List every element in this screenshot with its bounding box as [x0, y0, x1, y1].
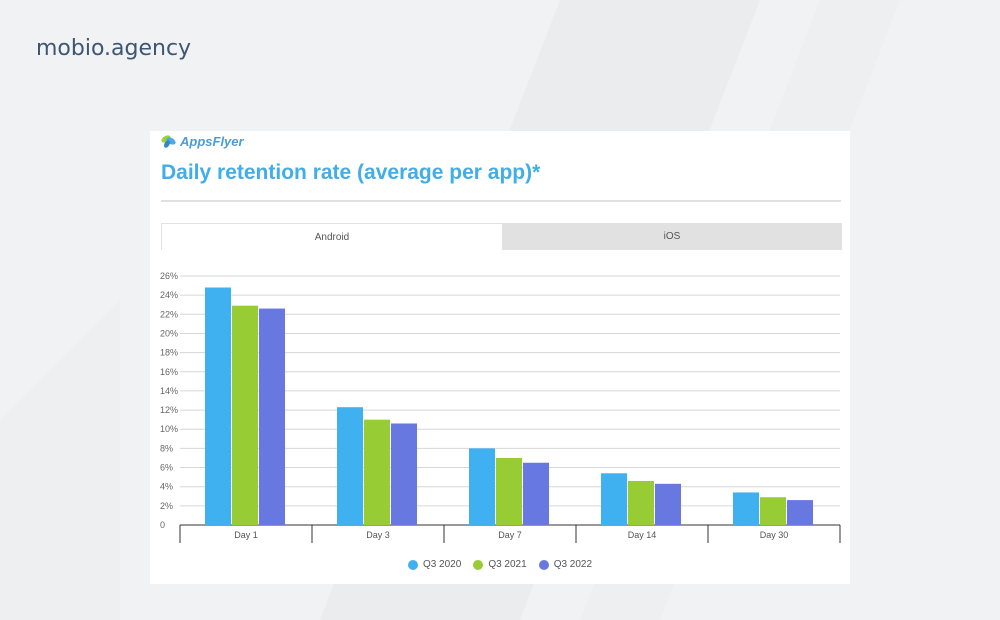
y-tick-label: 24% [160, 290, 178, 300]
brand-name: AppsFlyer [180, 133, 244, 149]
bar [733, 492, 759, 525]
legend-swatch [538, 559, 549, 570]
y-tick-label: 0 [160, 520, 165, 530]
tab-ios[interactable]: iOS [502, 223, 842, 250]
appsflyer-logo: AppsFlyer [160, 133, 244, 149]
y-tick-label: 2% [160, 501, 173, 511]
bar [259, 308, 285, 525]
bar [469, 448, 495, 525]
tab-android[interactable]: Android [161, 223, 502, 250]
legend-swatch [473, 559, 484, 570]
y-tick-label: 12% [160, 405, 178, 415]
x-tick-label: Day 1 [234, 530, 258, 540]
bar [523, 462, 549, 525]
chart-card: AppsFlyer Daily retention rate (average … [150, 131, 850, 584]
y-tick-label: 18% [160, 348, 178, 358]
y-tick-label: 8% [160, 443, 173, 453]
retention-bar-chart: 0 2% 4% 6% 8% 10% 12% 14% 16% 18% 20% 22% 24% 26% Day … [160, 271, 841, 543]
title-divider [161, 200, 841, 202]
legend-swatch [407, 559, 418, 570]
bar [628, 480, 654, 525]
chart-legend: Q3 2020 Q3 2021 Q3 2022 [150, 559, 850, 570]
bar [655, 483, 681, 525]
bar [601, 473, 627, 525]
x-tick-label: Day 30 [760, 530, 789, 540]
chart-title: Daily retention rate (average per app)* [161, 161, 541, 184]
y-tick-label: 10% [160, 424, 178, 434]
bar [760, 497, 786, 525]
y-tick-label: 14% [160, 386, 178, 396]
site-name: mobio.agency [36, 36, 192, 61]
y-tick-label: 16% [160, 367, 178, 377]
y-tick-label: 20% [160, 328, 178, 338]
legend-item: Q3 2022 [538, 559, 593, 570]
legend-label: Q3 2020 [422, 559, 462, 570]
legend-label: Q3 2021 [488, 559, 527, 570]
bar [232, 305, 258, 525]
bar [496, 457, 522, 525]
y-tick-label: 22% [160, 309, 178, 319]
appsflyer-leaf-icon [161, 135, 176, 148]
x-tick-label: Day 7 [498, 530, 522, 540]
bar [337, 407, 363, 525]
x-tick-label: Day 3 [366, 530, 390, 540]
platform-tabs: Android iOS [161, 223, 842, 250]
y-tick-label: 4% [160, 482, 173, 492]
legend-label: Q3 2022 [553, 559, 593, 570]
legend-item: Q3 2021 [473, 559, 527, 570]
bar [391, 423, 417, 525]
y-tick-label: 6% [160, 463, 173, 473]
x-tick-label: Day 14 [628, 530, 657, 540]
y-tick-label: 26% [160, 271, 178, 281]
bar [364, 419, 390, 525]
legend-item: Q3 2020 [407, 559, 462, 570]
bar [205, 287, 231, 525]
bar [787, 500, 813, 525]
